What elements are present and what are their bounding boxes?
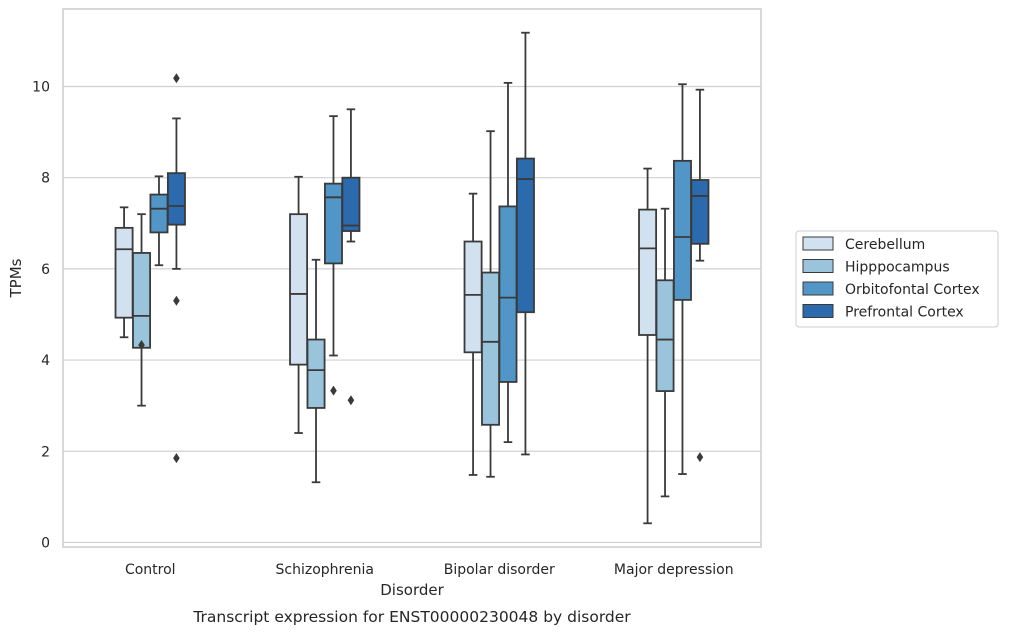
y-axis-label: TPMs [7,258,25,298]
box-prefrontal-cortex [166,73,186,464]
box-iqr [114,226,134,319]
legend-swatch [802,281,834,296]
box-iqr [149,193,169,234]
x-tick-label: Control [125,562,176,578]
box-iqr [690,179,710,245]
y-tick-label: 2 [41,444,50,460]
outlier-point [173,453,180,464]
box-cerebellum [289,175,309,434]
box-orbitofontal-cortex [673,83,692,475]
outlier-point [347,395,355,406]
box-iqr [638,208,658,336]
x-tick-label: Major depression [614,562,734,578]
box-iqr [289,213,309,366]
x-tick-labels: Control Schizophrenia Bipolar disorder Majo… [125,562,734,578]
box-iqr [481,271,500,426]
x-axis-label: Disorder [380,581,444,599]
box-prefrontal-cortex [515,31,535,456]
legend-swatch [802,304,834,318]
box-hipppocampus [481,130,500,478]
outlier-point [173,295,180,306]
box-hipppocampus [655,207,675,498]
x-tick-label: Schizophrenia [276,562,374,578]
y-tick-label: 6 [41,262,50,278]
outlier-point [138,340,145,351]
box-orbitofontal-cortex [324,115,343,396]
plot-frame [62,8,762,548]
box-hipppocampus [306,258,326,484]
box-iqr [324,182,343,265]
boxes [114,31,710,525]
box-iqr [673,159,692,301]
y-tick-labels: 0 2 4 6 8 10 [32,80,50,552]
legend: Cerebellum Hipppocampus Orbitofontal Corte… [795,230,999,328]
box-cerebellum [114,206,134,339]
box-iqr [463,240,483,354]
box-orbitofontal-cortex [149,175,169,267]
legend-label: Orbitofontal Cortex [845,282,980,298]
box-iqr [515,157,535,314]
y-tick-label: 0 [41,535,50,551]
x-tick-label: Bipolar disorder [444,562,555,578]
box-iqr [166,172,186,226]
box-iqr [655,279,675,392]
box-iqr [341,176,361,232]
box-iqr [132,252,151,349]
legend-swatch [802,236,834,251]
outlier-point [330,385,337,396]
legend-swatch [802,259,834,273]
legend-label: Cerebellum [845,237,925,253]
legend-label: Prefrontal Cortex [845,305,964,321]
figure-caption: Transcript expression for ENST0000023004… [192,608,631,626]
legend-frame [795,230,999,328]
y-tick-label: 8 [41,171,50,187]
box-hipppocampus [132,213,151,407]
box-iqr [306,338,326,409]
box-prefrontal-cortex [341,108,361,406]
box-cerebellum [638,167,658,525]
outlier-point [173,73,180,84]
y-tick-label: 10 [32,80,50,96]
legend-label: Hipppocampus [845,260,950,276]
outlier-point [696,452,704,463]
y-tick-label: 4 [41,353,50,369]
box-iqr [498,205,518,383]
box-prefrontal-cortex [690,88,710,463]
